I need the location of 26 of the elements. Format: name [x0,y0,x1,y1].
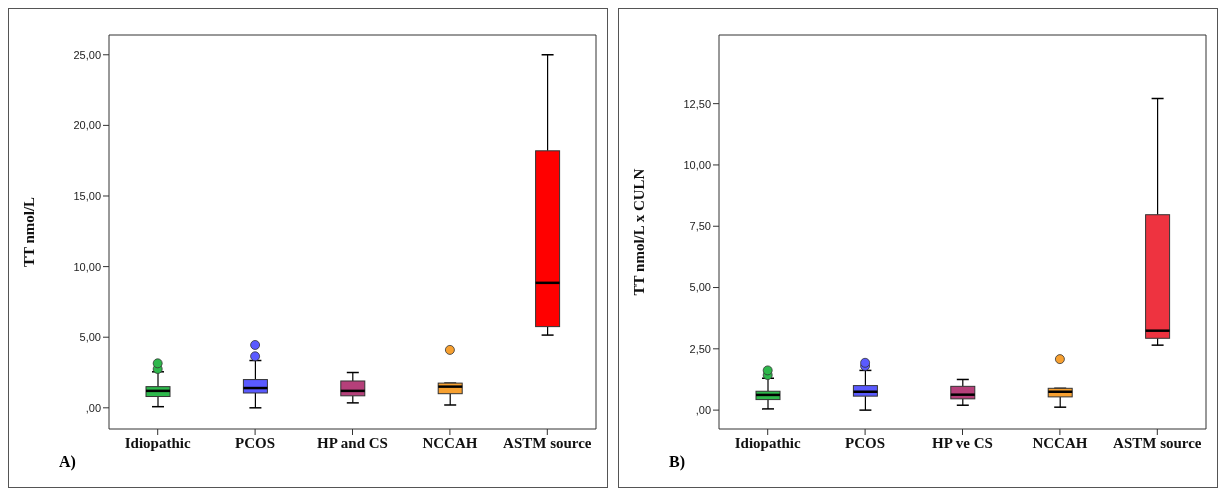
x-tick-label: ASTM source [1113,434,1202,451]
y-tick-label: 25,00 [73,48,101,61]
y-tick-label: 20,00 [73,119,101,132]
y-tick-label: 10,00 [73,260,101,273]
y-axis-title: TT nmol/L [21,196,38,268]
x-tick-label: NCCAH [422,434,478,451]
x-tick-label: Idiopathic [124,434,191,451]
y-axis-title: TT nmol/L x CULN [631,168,648,296]
x-tick-label: PCOS [845,434,886,451]
text: A) [59,453,76,471]
text: B) [669,453,685,471]
y-tick-label: 5,00 [689,281,711,294]
x-tick-label: Idiopathic [734,434,801,451]
y-tick-label: ,00 [695,404,711,417]
x-tick-label: NCCAH [1032,434,1088,451]
x-tick-label: PCOS [235,434,276,451]
y-tick-label: 15,00 [73,189,101,202]
x-tick-label: ASTM source [503,434,592,451]
y-tick-label: 10,00 [683,158,711,171]
x-tick-label: HP and CS [317,434,388,451]
y-tick-label: 5,00 [79,331,101,344]
y-tick-label: 7,50 [689,220,711,233]
y-tick-label: ,00 [85,401,101,414]
y-tick-label: 2,50 [689,342,711,355]
x-tick-label: HP ve CS [932,434,993,451]
y-tick-label: 12,50 [683,97,711,110]
